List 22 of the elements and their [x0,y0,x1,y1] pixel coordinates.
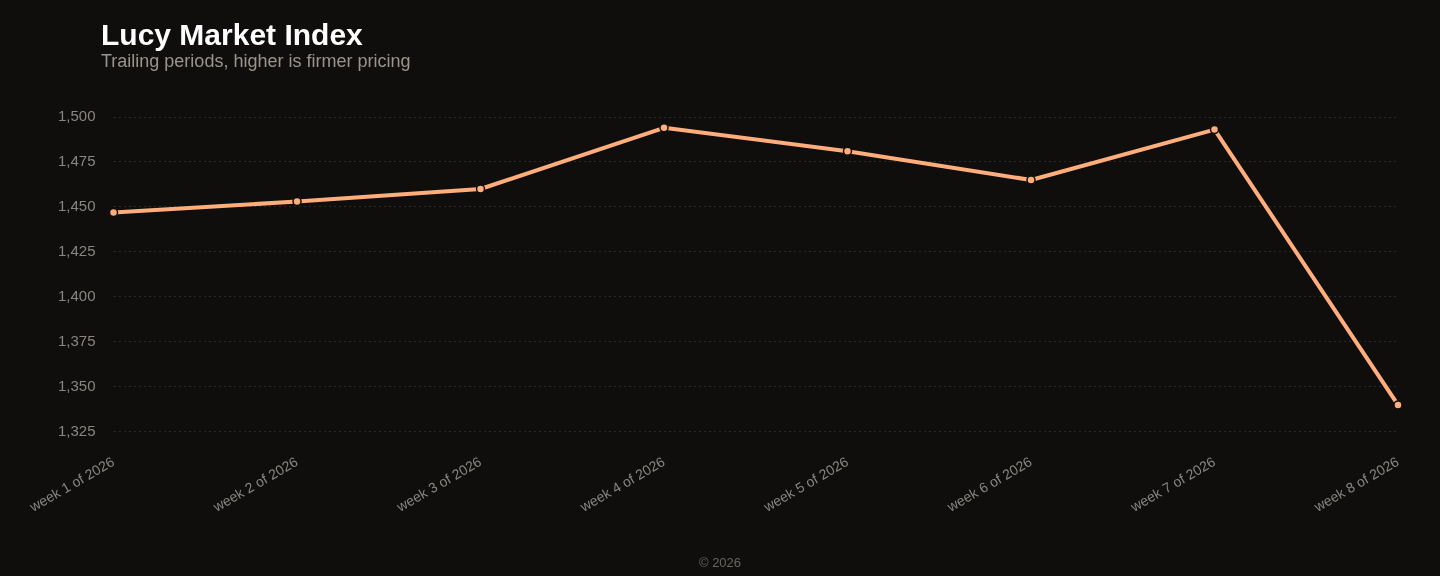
x-tick-label: week 4 of 2026 [576,453,668,516]
text: © 2026 [698,555,742,570]
point [475,184,486,194]
y-tick-label: 1,400 [57,287,96,305]
y-tick-label: 1,325 [57,422,96,440]
y-tick-label: 1,450 [57,197,96,215]
point [1026,175,1036,185]
y-tick-label: 1,425 [57,242,96,260]
y-tick-label: 1,375 [57,332,96,350]
x-tick-label: week 3 of 2026 [392,453,485,516]
y-tick-label: 1,475 [57,152,96,170]
x-tick-label: week 8 of 2026 [1310,453,1402,516]
x-tick-label: week 2 of 2026 [209,453,301,516]
x-tick-label: week 7 of 2026 [1126,453,1219,516]
y-tick-label: 1,500 [57,107,96,125]
x-tick-label: week 5 of 2026 [759,453,852,516]
x-tick-label: week 6 of 2026 [943,453,1035,516]
point [1393,400,1403,410]
y-tick-label: 1,350 [57,377,96,395]
chart-subtitle: Trailing periods, higher is firmer pricing [101,51,411,72]
x-tick-label: week 1 of 2026 [25,453,118,516]
chart-title: Lucy Market Index [101,18,363,52]
